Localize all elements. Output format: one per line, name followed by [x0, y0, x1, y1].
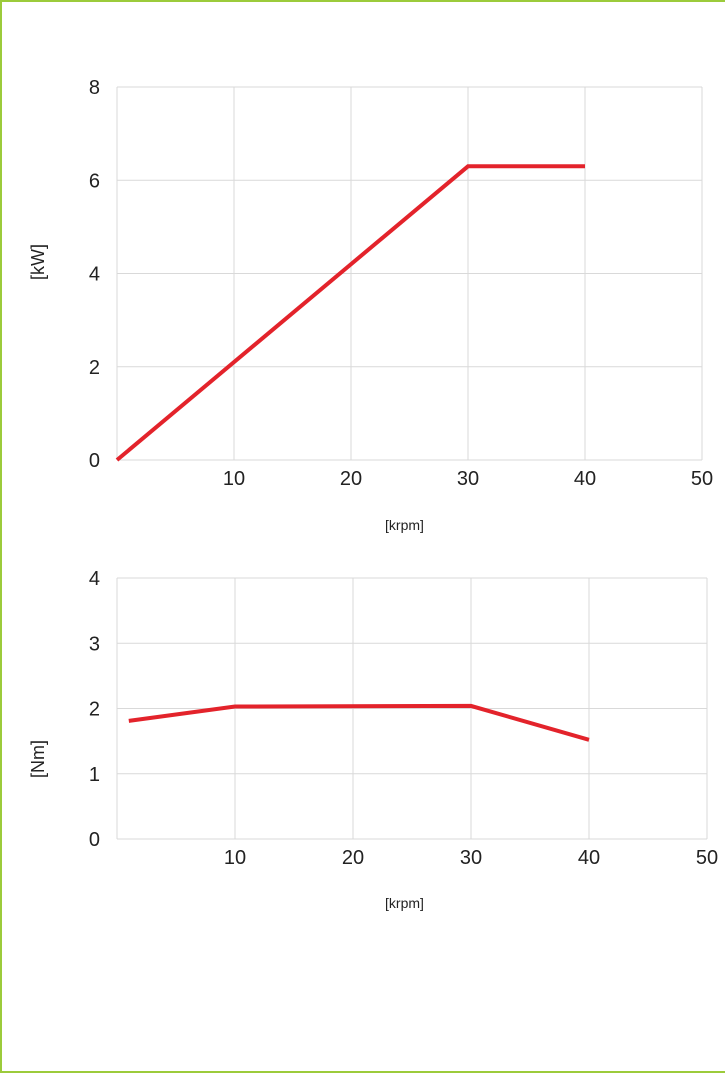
chart-2: 0 1 2 3 4 10 20 30 40 50 [Nm] [krpm] [28, 568, 718, 911]
y-tick-label: 8 [89, 77, 100, 99]
y-tick-label: 0 [89, 829, 100, 851]
chart-1: 0 2 4 6 8 10 20 30 40 50 [kW] [krpm] [28, 77, 713, 533]
y-tick-label: 6 [89, 170, 100, 192]
y-axis-title: [Nm] [28, 740, 48, 778]
x-tick-label: 40 [574, 468, 596, 490]
x-tick-label: 50 [696, 847, 718, 869]
series-line [115, 164, 585, 462]
y-tick-label: 4 [89, 264, 100, 286]
y-tick-label: 2 [89, 357, 100, 379]
x-axis-title: [krpm] [385, 895, 424, 911]
y-tick-label: 2 [89, 699, 100, 721]
y-tick-label: 1 [89, 764, 100, 786]
x-tick-label: 10 [224, 847, 246, 869]
x-tick-label: 20 [340, 468, 362, 490]
y-tick-label: 4 [89, 568, 100, 590]
x-tick-label: 30 [457, 468, 479, 490]
x-tick-label: 30 [460, 847, 482, 869]
x-tick-label: 40 [578, 847, 600, 869]
x-tick-label: 20 [342, 847, 364, 869]
y-axis-title: [kW] [28, 244, 48, 280]
x-tick-label: 50 [691, 468, 713, 490]
y-tick-label: 3 [89, 633, 100, 655]
series-line [128, 703, 590, 742]
x-tick-label: 10 [223, 468, 245, 490]
x-axis-title: [krpm] [385, 517, 424, 533]
y-tick-label: 0 [89, 450, 100, 472]
